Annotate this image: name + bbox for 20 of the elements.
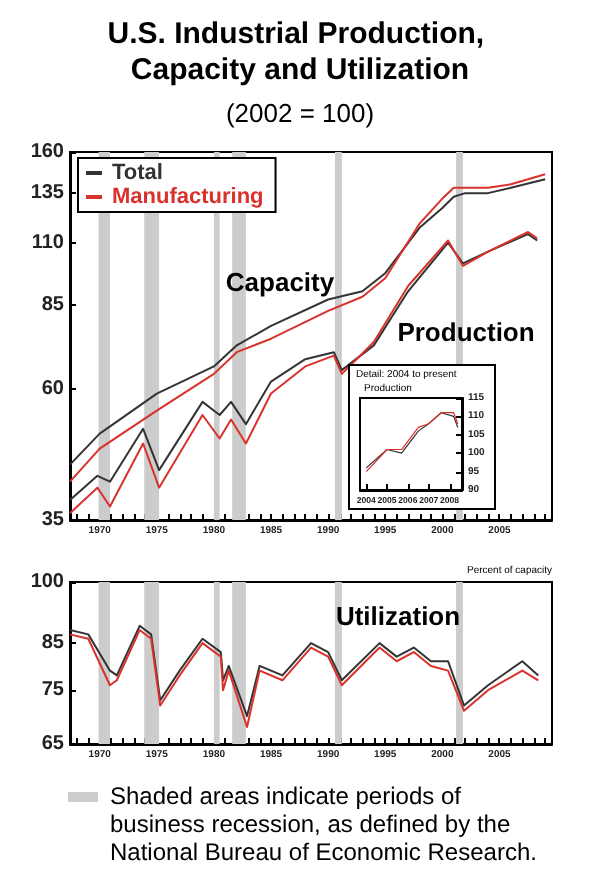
line-series (69, 624, 540, 718)
y-tick-label: 100 (30, 571, 65, 593)
annotation: Utilization (335, 601, 461, 631)
y-tick-label: 65 (41, 733, 65, 755)
y-tick-label: 35 (41, 509, 65, 531)
y-tick-label: 85 (41, 632, 65, 655)
legend-label: Manufacturing (112, 185, 264, 209)
annotation: Production (397, 317, 535, 347)
line-series (69, 629, 540, 729)
chart-title: U.S. Industrial Production, Capacity and Utilization (107, 17, 493, 87)
y-tick-label: 85 (41, 294, 65, 317)
y-tick-label: 135 (30, 182, 65, 205)
y-tick-label: 110 (31, 231, 65, 254)
y-tick-label: 75 (41, 679, 65, 702)
annotation: Capacity (225, 267, 336, 297)
legend-label: Total (112, 161, 163, 185)
text: Shaded areas indicate periods of business recession, as defined by the National Bureau of Economic Research. (110, 782, 539, 866)
y-tick-label: 160 (30, 141, 65, 163)
chart-subtitle: (2002 = 100) (225, 98, 375, 128)
y-tick-label: 60 (41, 378, 65, 401)
